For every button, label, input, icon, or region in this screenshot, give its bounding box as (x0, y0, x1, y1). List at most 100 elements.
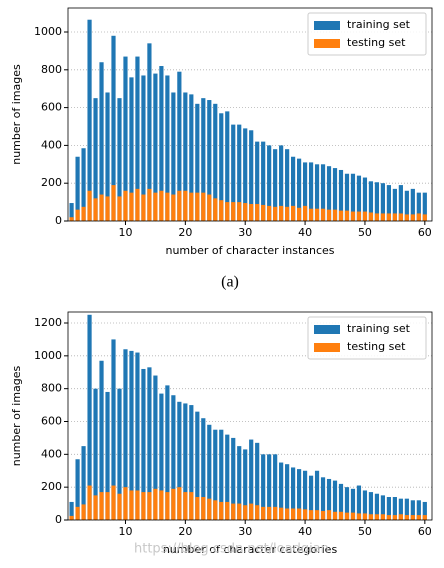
bar (261, 506, 266, 520)
y-tick-label: 400 (41, 138, 62, 151)
bar (153, 488, 158, 520)
bar (225, 111, 230, 221)
bar (362, 211, 368, 221)
bar (320, 208, 326, 221)
bar (195, 103, 200, 221)
bar (129, 77, 134, 221)
bar (296, 158, 302, 221)
bar (189, 405, 194, 520)
bar (201, 418, 206, 520)
bar (380, 514, 386, 520)
bar (404, 498, 409, 520)
x-tick-label: 50 (358, 226, 372, 239)
bar (249, 130, 254, 221)
axes-frame (67, 7, 433, 222)
bar (332, 168, 338, 221)
bar (422, 192, 427, 221)
bar (362, 177, 368, 221)
bar (422, 214, 427, 221)
bar (267, 454, 272, 520)
y-tick-label: 600 (41, 414, 62, 427)
bar (189, 492, 194, 520)
bar (302, 470, 308, 520)
bar (111, 339, 116, 520)
bar (249, 503, 254, 520)
bar (183, 190, 188, 221)
bar (141, 75, 146, 221)
bar (261, 141, 266, 221)
bar (386, 185, 391, 221)
bar (368, 181, 374, 221)
bar (350, 211, 356, 221)
bar (231, 503, 236, 520)
bar (273, 206, 278, 221)
bar (171, 92, 176, 221)
bar (422, 515, 427, 520)
bar (326, 209, 332, 221)
bar (410, 188, 415, 221)
bar (386, 515, 391, 520)
bar (153, 192, 158, 221)
x-tick-label: 10 (118, 226, 132, 239)
bar (368, 492, 374, 520)
bar (332, 511, 338, 520)
legend-label: training set (347, 18, 411, 31)
bar (362, 490, 368, 520)
bar (87, 190, 92, 221)
bar (285, 508, 290, 520)
bar (81, 148, 86, 221)
bar (398, 185, 403, 221)
bar (392, 213, 397, 221)
bar (75, 156, 80, 221)
bar (105, 196, 110, 221)
bar (225, 434, 230, 520)
x-axis-label: number of character instances (165, 244, 334, 257)
bar (249, 203, 254, 221)
bar (416, 192, 421, 221)
bar (291, 156, 296, 221)
x-tick-label: 40 (298, 226, 312, 239)
bar (368, 514, 374, 520)
bar (111, 485, 116, 520)
legend-label: testing set (347, 340, 406, 353)
bar (392, 497, 397, 520)
bar (326, 166, 332, 221)
bar (183, 403, 188, 520)
bar (285, 206, 290, 221)
bar (302, 162, 308, 221)
x-tick-label: 40 (298, 525, 312, 538)
bar (273, 454, 278, 520)
y-tick-label: 0 (55, 513, 62, 526)
bar (177, 71, 182, 221)
bar (410, 500, 415, 520)
bar (117, 196, 122, 221)
bar (326, 510, 332, 520)
bar (195, 497, 200, 520)
bar (171, 488, 176, 520)
bar (404, 190, 409, 221)
x-axis-label: number of character categories (163, 543, 338, 556)
bar (279, 205, 284, 221)
y-tick-label: 1000 (34, 25, 62, 38)
bar (362, 513, 368, 520)
bar (123, 349, 128, 520)
bar (308, 475, 314, 520)
bar (177, 401, 182, 520)
bar (243, 128, 248, 221)
bar (261, 204, 266, 221)
bar (291, 467, 296, 520)
bar (398, 213, 403, 221)
bar (171, 194, 176, 221)
bar (296, 508, 302, 520)
bar (135, 188, 140, 221)
x-tick-label: 20 (178, 226, 192, 239)
bar (219, 501, 224, 520)
bar (344, 210, 350, 221)
x-tick-label: 10 (118, 525, 132, 538)
bar (129, 350, 134, 520)
bar (153, 375, 158, 520)
legend-swatch (314, 39, 340, 48)
legend-swatch (314, 21, 340, 30)
bar (159, 190, 164, 221)
bar (123, 190, 128, 221)
